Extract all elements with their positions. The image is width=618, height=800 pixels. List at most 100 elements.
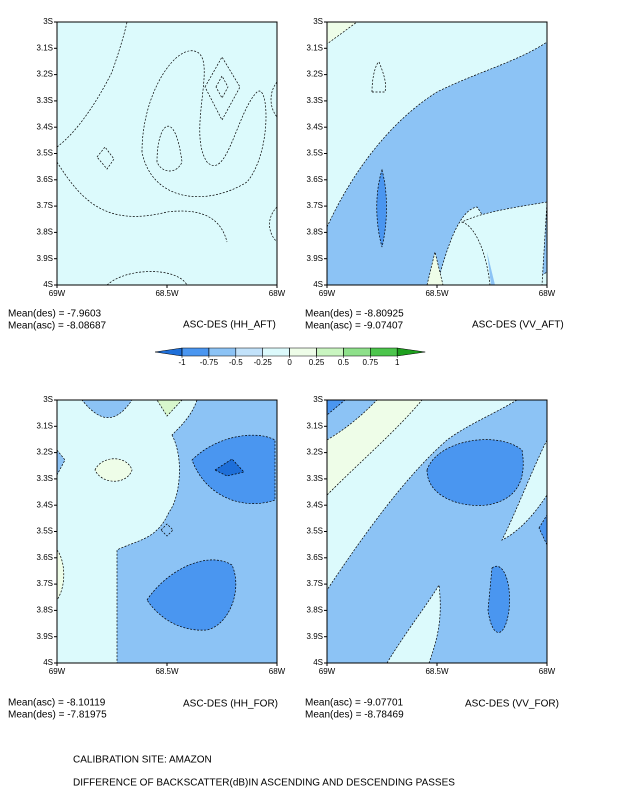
- contour-line: [156, 125, 183, 172]
- contour-line: [204, 56, 241, 121]
- x-tick-label: 68W: [269, 289, 286, 298]
- y-tick-label: 3.3S: [307, 96, 323, 105]
- contour-fill: [487, 252, 495, 285]
- y-tick-label: 3.3S: [37, 96, 53, 105]
- colorbar-label: -0.75: [200, 358, 219, 367]
- contour-fill: [214, 458, 245, 477]
- x-tick-label: 68.5W: [155, 289, 179, 298]
- y-tick-label: 3.2S: [37, 448, 53, 457]
- colorbar-label: -0.5: [229, 358, 243, 367]
- contour-fill: [376, 168, 387, 249]
- y-tick-label: 3.6S: [307, 553, 323, 562]
- contour-field: [57, 22, 277, 285]
- footer-text: CALIBRATION SITE: AMAZON: [73, 755, 212, 766]
- mean-stat: Mean(asc) = -9.07407: [305, 321, 404, 332]
- contour-fill: [426, 251, 444, 285]
- colorbar-label: -1: [178, 358, 186, 367]
- y-tick-label: 3.6S: [307, 175, 323, 184]
- y-tick-label: 3.5S: [37, 527, 53, 536]
- contour-fill: [461, 201, 547, 285]
- colorbar-segment: [370, 347, 398, 357]
- mean-stat: Mean(asc) = -8.10119: [8, 698, 106, 709]
- x-tick-label: 68W: [539, 289, 556, 298]
- contour-line: [96, 146, 115, 170]
- contour-fill: [146, 559, 237, 631]
- x-tick-label: 69W: [319, 289, 336, 298]
- colorbar-label: 1: [395, 358, 400, 367]
- contour-fill: [57, 449, 66, 476]
- colorbar-label: -0.25: [254, 358, 273, 367]
- colorbar-segment: [316, 347, 344, 357]
- y-tick-label: 3S: [43, 17, 53, 26]
- y-tick-label: 3.8S: [37, 606, 53, 615]
- x-tick-label: 68.5W: [425, 289, 449, 298]
- contour-line: [141, 50, 267, 198]
- mean-stat: Mean(des) = -7.81975: [8, 710, 107, 721]
- contour-line: [57, 161, 228, 243]
- panel-title: ASC-DES (HH_FOR): [183, 699, 278, 710]
- colorbar-segment: [154, 347, 183, 357]
- contour-fill: [327, 400, 346, 416]
- colorbar-label: 0.75: [363, 358, 379, 367]
- y-tick-label: 3.7S: [37, 201, 53, 210]
- y-tick-label: 3.4S: [307, 122, 323, 131]
- contour-fill: [426, 439, 524, 506]
- mean-stat: Mean(des) = -7.9603: [8, 309, 102, 320]
- y-tick-label: 3.8S: [37, 228, 53, 237]
- contour-fill: [327, 22, 358, 45]
- y-tick-label: 3.2S: [37, 70, 53, 79]
- y-tick-label: 3.6S: [37, 175, 53, 184]
- x-tick-label: 68.5W: [155, 667, 179, 676]
- contour-line: [57, 22, 128, 148]
- colorbar-label: 0.5: [338, 358, 350, 367]
- y-tick-label: 3.7S: [307, 579, 323, 588]
- y-tick-label: 3.9S: [307, 254, 323, 263]
- contour-fill: [487, 565, 510, 633]
- footer-text: DIFFERENCE OF BACKSCATTER(dB)IN ASCENDIN…: [73, 778, 455, 789]
- contour-fill: [94, 458, 133, 482]
- panel-title: ASC-DES (VV_AFT): [472, 320, 564, 331]
- mean-stat: Mean(des) = -8.80925: [305, 309, 404, 320]
- panel-title: ASC-DES (HH_AFT): [183, 320, 276, 331]
- y-tick-label: 3.5S: [307, 149, 323, 158]
- y-tick-label: 3.9S: [307, 632, 323, 641]
- field-background: [57, 22, 277, 285]
- y-tick-label: 3.8S: [307, 228, 323, 237]
- y-tick-label: 3.1S: [37, 421, 53, 430]
- contour-line: [160, 523, 174, 537]
- colorbar-segment: [289, 347, 317, 357]
- contour-fill: [538, 514, 547, 546]
- x-tick-label: 68W: [539, 667, 556, 676]
- contour-fill: [327, 400, 423, 496]
- y-tick-label: 3.7S: [307, 201, 323, 210]
- y-tick-label: 3S: [43, 395, 53, 404]
- colorbar-segment: [396, 347, 426, 357]
- colorbar-segment: [235, 347, 263, 357]
- contour-line: [106, 271, 188, 285]
- y-tick-label: 4S: [43, 280, 53, 289]
- y-tick-label: 3.6S: [37, 553, 53, 562]
- colorbar-label: 0.25: [309, 358, 325, 367]
- panel-title: ASC-DES (VV_FOR): [465, 699, 559, 710]
- colorbar-segment: [208, 347, 237, 357]
- y-tick-label: 3.7S: [37, 579, 53, 588]
- contour-field: [327, 400, 547, 663]
- x-tick-label: 69W: [49, 289, 66, 298]
- y-tick-label: 3.4S: [37, 500, 53, 509]
- colorbar-label: 0: [287, 358, 292, 367]
- y-tick-label: 3.3S: [307, 474, 323, 483]
- y-tick-label: 3.9S: [37, 254, 53, 263]
- contour-field: [57, 400, 277, 663]
- contour-line: [269, 81, 277, 243]
- contour-line: [371, 61, 386, 93]
- colorbar-segment: [262, 347, 290, 357]
- x-tick-label: 68.5W: [425, 667, 449, 676]
- y-tick-label: 3.3S: [37, 474, 53, 483]
- mean-stat: Mean(asc) = -9.07701: [305, 698, 404, 709]
- y-tick-label: 3.9S: [37, 632, 53, 641]
- y-tick-label: 3S: [313, 17, 323, 26]
- contour-field: [327, 22, 547, 285]
- y-tick-label: 3.5S: [307, 527, 323, 536]
- x-tick-label: 69W: [49, 667, 66, 676]
- y-tick-label: 3.4S: [307, 500, 323, 509]
